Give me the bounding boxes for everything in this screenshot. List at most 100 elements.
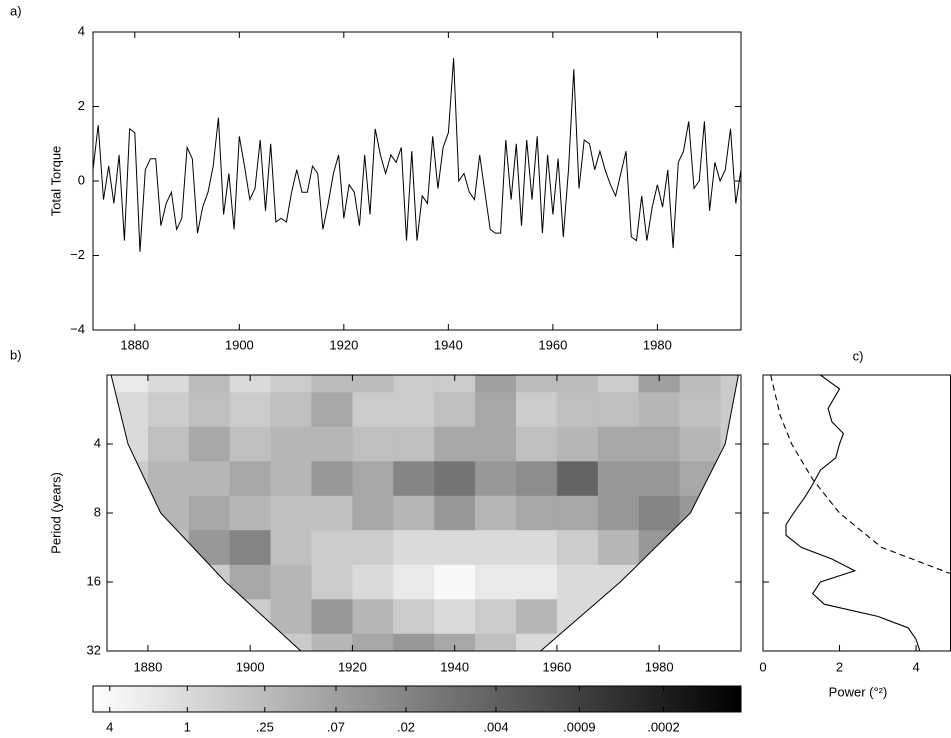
heat-cell	[434, 375, 476, 393]
heat-cell	[311, 530, 353, 566]
heat-cell	[229, 495, 272, 531]
heat-cell	[311, 426, 353, 462]
heat-cell	[352, 530, 394, 566]
heat-cell	[475, 633, 517, 651]
colorbar-tick-label: .25	[256, 719, 274, 734]
heat-cell	[147, 495, 190, 531]
y-tick-label: 32	[87, 642, 101, 657]
heat-cell	[311, 633, 353, 651]
x-tick-label: 1980	[645, 659, 674, 674]
x-tick-label: 2	[836, 659, 843, 674]
heat-cell	[147, 375, 190, 393]
heat-cell	[393, 375, 435, 393]
plot-frame	[106, 374, 742, 652]
y-tick-label: 2	[78, 98, 85, 113]
heat-cell	[229, 530, 272, 566]
heat-cell	[393, 530, 435, 566]
heat-cell	[556, 461, 599, 497]
heat-cell	[434, 461, 476, 497]
heat-cell	[393, 392, 435, 428]
x-tick-label: 1940	[434, 337, 463, 352]
colorbar-tick-label: .07	[327, 719, 345, 734]
heat-cell	[352, 461, 394, 497]
heat-cell	[352, 375, 394, 393]
heat-cell	[393, 599, 435, 635]
x-tick-label: 1880	[120, 337, 149, 352]
heat-cell	[597, 495, 640, 531]
heat-cell	[188, 599, 231, 635]
y-tick-label: −2	[70, 247, 85, 262]
plot-frame	[92, 31, 742, 331]
heat-cell	[270, 530, 312, 566]
heat-cell	[679, 461, 721, 497]
heat-cell	[516, 599, 558, 635]
heat-cell	[475, 426, 517, 462]
heat-cell	[679, 426, 721, 462]
heat-cell	[516, 564, 558, 600]
heat-cell	[516, 392, 558, 428]
heat-cell	[352, 564, 394, 600]
heat-cell	[475, 530, 517, 566]
colorbar-tick-label: .0009	[563, 719, 596, 734]
heat-cell	[393, 426, 435, 462]
x-tick-label: 4	[912, 659, 919, 674]
heat-cell	[434, 633, 476, 651]
heat-cell	[434, 599, 476, 635]
heat-cell	[188, 530, 231, 566]
x-tick-label: 0	[759, 659, 766, 674]
x-tick-label: 1960	[542, 659, 571, 674]
heat-cell	[188, 564, 231, 600]
heat-cell	[393, 461, 435, 497]
heat-cell	[270, 375, 312, 393]
heat-cell	[311, 392, 353, 428]
plot-area	[93, 58, 741, 252]
heatmap	[111, 375, 739, 651]
heat-cell	[434, 392, 476, 428]
heat-cell	[434, 564, 476, 600]
heat-cell	[475, 461, 517, 497]
heat-cell	[720, 375, 739, 393]
heat-cell	[352, 495, 394, 531]
heat-cell	[352, 426, 394, 462]
heat-cell	[270, 392, 312, 428]
heat-cell	[111, 392, 149, 428]
heat-cell	[352, 633, 394, 651]
heat-cell	[270, 599, 312, 635]
heat-cell	[475, 495, 517, 531]
heat-cell	[475, 599, 517, 635]
heat-cell	[638, 495, 681, 531]
heat-cell	[516, 375, 558, 393]
heat-cell	[679, 599, 721, 635]
heat-cell	[679, 495, 721, 531]
colorbar	[92, 685, 742, 713]
x-tick-label: 1920	[338, 659, 367, 674]
x-tick-label: 1900	[236, 659, 265, 674]
colorbar-tick-label: 4	[106, 719, 113, 734]
heat-cell	[311, 599, 353, 635]
heat-cell	[229, 564, 272, 600]
heat-cell	[311, 375, 353, 393]
heat-cell	[638, 599, 681, 635]
heat-cell	[188, 495, 231, 531]
heat-cell	[516, 495, 558, 531]
y-axis-label: Period (years)	[48, 472, 63, 554]
series-line	[93, 58, 741, 252]
heat-cell	[311, 495, 353, 531]
plot-area	[770, 375, 951, 651]
heat-cell	[475, 564, 517, 600]
heat-cell	[475, 375, 517, 393]
heat-cell	[229, 426, 272, 462]
heat-cell	[556, 426, 599, 462]
heat-cell	[147, 599, 190, 635]
heat-cell	[556, 564, 599, 600]
heat-cell	[679, 375, 721, 393]
heat-cell	[111, 375, 149, 393]
heat-cell	[556, 375, 599, 393]
x-tick-label: 1880	[133, 659, 162, 674]
heat-cell	[597, 461, 640, 497]
heat-cell	[147, 426, 190, 462]
colorbar-tick-label: 1	[184, 719, 191, 734]
heat-cell	[638, 564, 681, 600]
heat-cell	[516, 461, 558, 497]
heat-cell	[556, 392, 599, 428]
